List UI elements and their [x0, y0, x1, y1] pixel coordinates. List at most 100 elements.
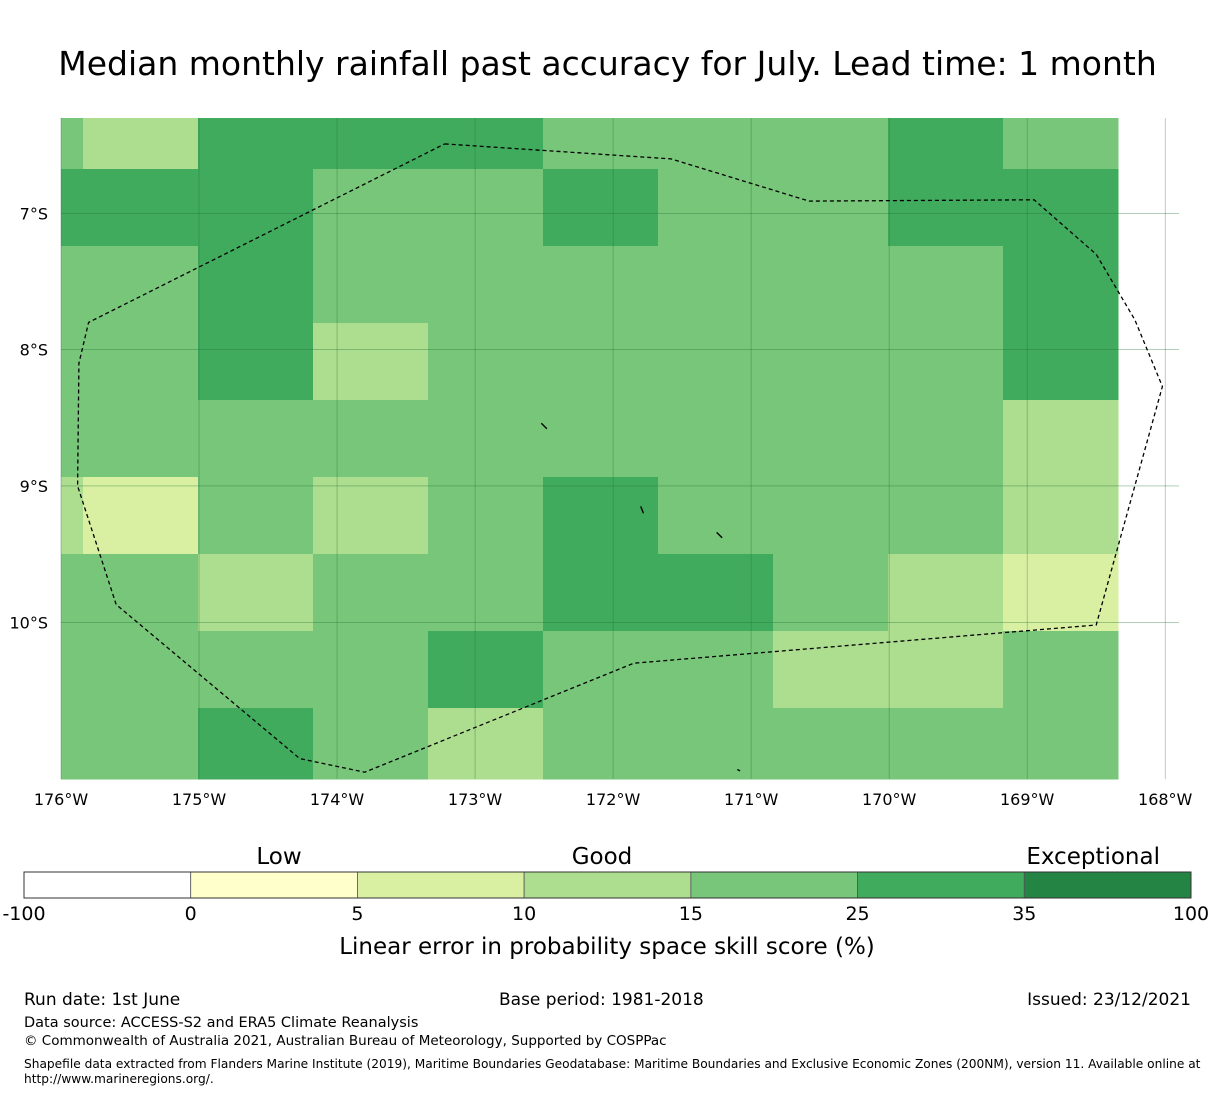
colorbar-tick-label: 25 [845, 903, 869, 925]
grid-cell [543, 554, 659, 632]
grid-cell [543, 400, 659, 478]
data-source: Data source: ACCESS-S2 and ERA5 Climate … [24, 1015, 419, 1031]
latitude-tick-label: 7°S [20, 204, 48, 223]
grid-cell [198, 477, 314, 555]
grid-cell [61, 631, 84, 709]
grid-cell [543, 246, 659, 324]
longitude-tick-label: 176°W [34, 790, 89, 809]
longitude-tick-label: 171°W [724, 790, 779, 809]
base-period: Base period: 1981-2018 [499, 990, 704, 1010]
colorbar-tick-labels: -100 0 5 10 15 25 35 100 [2, 903, 1209, 925]
legend-category-labels: Low Good Exceptional [256, 844, 1160, 870]
skill-score-grid [61, 118, 1119, 780]
grid-cell [61, 477, 84, 555]
grid-cell [773, 118, 889, 170]
grid-cell [83, 631, 199, 709]
grid-cell [658, 323, 774, 401]
shapefile-credit: Shapefile data extracted from Flanders M… [24, 1057, 1201, 1071]
colorbar-legend: Low Good Exceptional -100 0 5 10 15 25 35 100 Lin… [2, 844, 1209, 960]
grid-cell [61, 554, 84, 632]
grid-cell [773, 246, 889, 324]
grid-cell [198, 323, 314, 401]
grid-cell [543, 118, 659, 170]
graticule [60, 118, 1179, 779]
grid-cell [313, 400, 429, 478]
island-outline [716, 531, 723, 539]
grid-cell [313, 169, 429, 247]
longitude-tick-label: 173°W [448, 790, 503, 809]
grid-cell [83, 118, 199, 170]
grid-cell [888, 400, 1004, 478]
grid-cell [888, 169, 1004, 247]
grid-cell [888, 631, 1004, 709]
island-outline [737, 768, 741, 772]
latitude-tick-labels: 7°S 8°S 9°S 10°S [9, 204, 48, 632]
grid-cell [888, 323, 1004, 401]
grid-cell [1003, 323, 1119, 401]
grid-cell [198, 708, 314, 780]
grid-cell [658, 246, 774, 324]
colorbar-segment [23, 871, 192, 899]
colorbar-axis-label: Linear error in probability space skill … [339, 934, 875, 960]
colorbar-tick-label: 15 [679, 903, 703, 925]
colorbar-segment [857, 871, 1025, 899]
skill-map-figure: 176°W 175°W 174°W 173°W 172°W 171°W 170°W 169°W… [2, 118, 1209, 960]
copyright-notice: © Commonwealth of Australia 2021, Austra… [24, 1033, 667, 1049]
latitude-tick-label: 10°S [9, 613, 48, 632]
grid-cell [313, 118, 429, 170]
grid-cell [888, 554, 1004, 632]
grid-cell [658, 631, 774, 709]
grid-cell [83, 708, 199, 780]
island-outline [640, 506, 645, 514]
legend-category-label: Good [572, 844, 633, 870]
grid-cell [773, 554, 889, 632]
latitude-tick-label: 9°S [20, 477, 48, 496]
longitude-tick-label: 175°W [172, 790, 227, 809]
grid-cell [1003, 708, 1119, 780]
issued-date: Issued: 23/12/2021 [1027, 990, 1191, 1010]
grid-cell [1003, 246, 1119, 324]
shapefile-credit-url: http://www.marineregions.org/. [24, 1072, 214, 1086]
grid-cell [888, 477, 1004, 555]
grid-cell [198, 400, 314, 478]
grid-cell [658, 118, 774, 170]
grid-cell [658, 708, 774, 780]
grid-cell [428, 169, 544, 247]
longitude-tick-label: 172°W [586, 790, 641, 809]
grid-cell [428, 477, 544, 555]
colorbar-segment [1023, 871, 1192, 899]
grid-cell [61, 169, 84, 247]
grid-cell [313, 323, 429, 401]
longitude-tick-label: 174°W [310, 790, 365, 809]
legend-category-label: Low [256, 844, 301, 870]
grid-cell [428, 246, 544, 324]
grid-cell [1003, 169, 1119, 247]
grid-cell [313, 708, 429, 780]
colorbar-outline [23, 871, 1192, 899]
grid-cell [83, 400, 199, 478]
colorbar-segment [357, 871, 525, 899]
colorbar-tick-label: 0 [185, 903, 197, 925]
grid-cell [888, 118, 1004, 170]
grid-cell [61, 118, 84, 170]
grid-cell [543, 323, 659, 401]
colorbar-tick-label: 10 [512, 903, 536, 925]
grid-cell [543, 631, 659, 709]
grid-cell [1003, 631, 1119, 709]
grid-cell [428, 400, 544, 478]
grid-cell [61, 323, 84, 401]
colorbar-segment [690, 871, 858, 899]
grid-cell [428, 708, 544, 780]
grid-cell [83, 169, 199, 247]
grid-cell [83, 477, 199, 555]
legend-category-label: Exceptional [1026, 844, 1160, 870]
grid-cell [198, 631, 314, 709]
grid-cell [313, 246, 429, 324]
grid-cell [428, 554, 544, 632]
grid-cell [198, 554, 314, 632]
map-title: Median monthly rainfall past accuracy fo… [58, 44, 1157, 83]
longitude-tick-labels: 176°W 175°W 174°W 173°W 172°W 171°W 170°W 169°W… [34, 790, 1193, 809]
grid-cell [313, 477, 429, 555]
grid-cell [543, 477, 659, 555]
grid-cell [773, 631, 889, 709]
